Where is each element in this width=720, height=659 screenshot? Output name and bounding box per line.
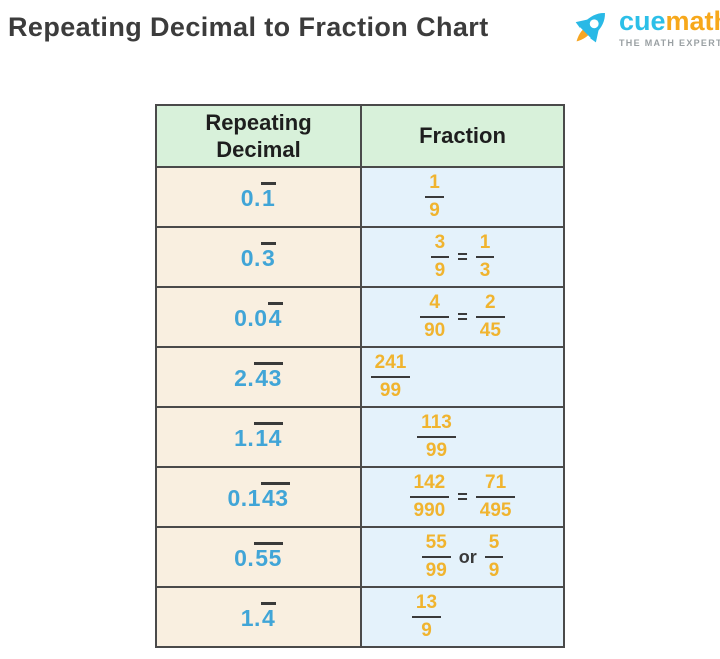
- fraction: 71 495: [475, 472, 516, 522]
- fraction: 4 90: [420, 292, 450, 342]
- logo-text: cuemath THE MATH EXPERT: [619, 6, 720, 49]
- repeating-decimal-value: 1.14: [234, 422, 283, 452]
- repeating-digits: 43: [254, 362, 283, 390]
- fraction-cell: 113 99: [362, 408, 563, 466]
- repeating-decimal-cell: 0.04: [157, 288, 362, 346]
- page-title: Repeating Decimal to Fraction Chart: [8, 12, 489, 42]
- fraction: 13 9: [411, 592, 442, 642]
- table-row: 1.4 13 9: [157, 586, 563, 646]
- or-text: or: [458, 546, 477, 567]
- repeating-digits: 14: [254, 422, 283, 450]
- repeating-digits: 3: [260, 242, 277, 270]
- equals-sign: =: [457, 306, 468, 327]
- table-row: 1.14 113 99: [157, 406, 563, 466]
- repeating-decimal-cell: 0.3: [157, 228, 362, 286]
- repeating-decimal-cell: 1.14: [157, 408, 362, 466]
- repeating-decimal-value: 0.55: [234, 542, 283, 572]
- fraction: 142 990: [409, 472, 450, 522]
- repeating-decimal-cell: 0.55: [157, 528, 362, 586]
- table-header-row: Repeating Decimal Fraction: [157, 106, 563, 166]
- logo-wordmark: cuemath: [619, 6, 720, 36]
- table-row: 0.143 142 990 = 71 495: [157, 466, 563, 526]
- repeating-digits: 4: [267, 302, 283, 330]
- fraction-cell: 13 9: [362, 588, 563, 646]
- fraction-cell: 142 990 = 71 495: [362, 468, 563, 526]
- repeating-decimal-cell: 1.4: [157, 588, 362, 646]
- cuemath-logo: cuemath THE MATH EXPERT: [564, 2, 720, 54]
- fraction: 113 99: [417, 412, 456, 462]
- equals-sign: =: [457, 246, 468, 267]
- fraction-cell: 4 90 = 2 45: [362, 288, 563, 346]
- repeating-decimal-value: 1.4: [241, 602, 277, 632]
- equals-sign: =: [457, 486, 468, 507]
- header-repeating-decimal: Repeating Decimal: [157, 106, 362, 166]
- repeating-decimal-value: 0.3: [241, 242, 277, 272]
- repeating-decimal-value: 0.04: [234, 302, 283, 332]
- repeating-decimal-cell: 2.43: [157, 348, 362, 406]
- rocket-icon: [575, 13, 605, 43]
- repeating-decimal-value: 0.1: [241, 182, 277, 212]
- repeating-digits: 4: [260, 602, 277, 630]
- table-row: 0.04 4 90 = 2 45: [157, 286, 563, 346]
- fraction: 2 45: [475, 292, 505, 342]
- fraction: 241 99: [370, 352, 411, 402]
- fraction: 55 99: [421, 532, 451, 582]
- table-row: 2.43 241 99: [157, 346, 563, 406]
- repeating-decimal-cell: 0.143: [157, 468, 362, 526]
- repeating-decimal-value: 0.143: [227, 482, 290, 512]
- repeating-digits: 1: [260, 182, 277, 210]
- repeating-digits: 43: [260, 482, 290, 510]
- repeating-decimal-cell: 0.1: [157, 168, 362, 226]
- repeating-decimal-value: 2.43: [234, 362, 283, 392]
- fraction-cell: 241 99: [362, 348, 563, 406]
- repeating-digits: 55: [254, 542, 283, 570]
- logo-tagline: THE MATH EXPERT: [619, 38, 720, 48]
- header-fraction: Fraction: [419, 123, 506, 149]
